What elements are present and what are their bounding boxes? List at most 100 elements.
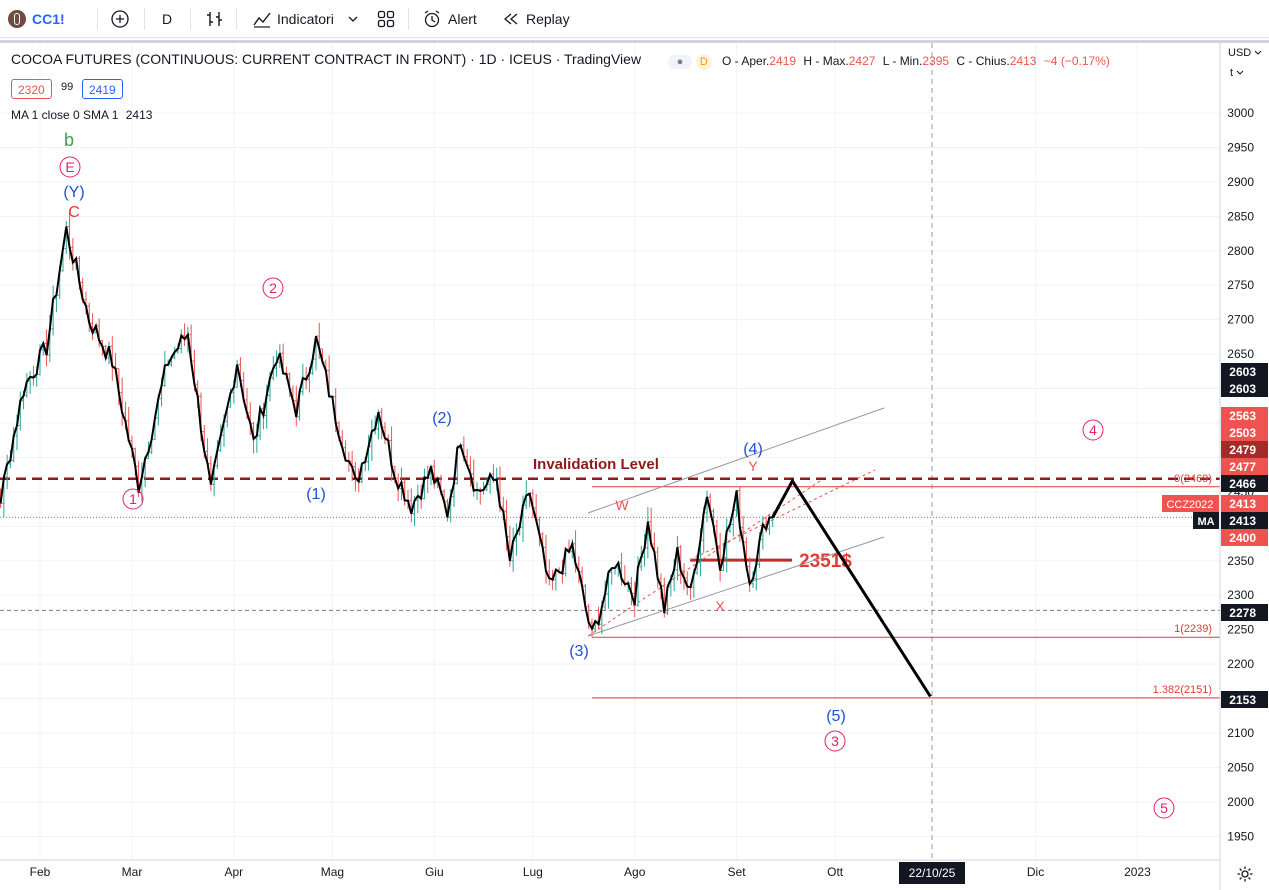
- unit-select[interactable]: t: [1230, 67, 1244, 79]
- low-value: 2395: [922, 54, 950, 68]
- ccz-series-label: CCZ2022: [1166, 499, 1213, 511]
- chart-levels: Invalidation Level 0(2469) 1(2239) 1.382(21…: [0, 456, 1220, 699]
- wave-3-paren-label: (3): [569, 643, 589, 660]
- time-tick-label: Set: [728, 865, 747, 879]
- price-tick-label: 2750: [1227, 278, 1254, 292]
- ma-legend-label: MA 1 close 0 SMA 1: [11, 108, 119, 122]
- compare-button[interactable]: [110, 0, 130, 38]
- ma-line: [0, 226, 773, 631]
- price-tag-label: 2603: [1229, 365, 1256, 379]
- alert-label: Alert: [448, 11, 477, 27]
- price-tick-label: 2000: [1227, 795, 1254, 809]
- wave-X-label: X: [715, 598, 725, 614]
- chevron-down-icon: [1254, 50, 1262, 55]
- price-tick-label: 2950: [1227, 140, 1254, 154]
- time-tick-label: Mar: [122, 865, 143, 879]
- dividends-flag[interactable]: D: [695, 54, 712, 71]
- high-label: H - Max.: [803, 54, 849, 68]
- price-tag: [1221, 380, 1268, 397]
- cocoa-symbol-icon: [8, 10, 26, 28]
- price-tick-label: 2800: [1227, 244, 1254, 258]
- indicators-button[interactable]: Indicatori: [252, 0, 360, 38]
- time-tick-label: Dic: [1027, 865, 1044, 879]
- change-value: −4 (−0.17%): [1043, 54, 1110, 68]
- wave-W-label: W: [615, 497, 629, 513]
- alarm-clock-icon: [424, 10, 440, 28]
- chevron-down-icon: [1236, 70, 1244, 75]
- grid-icon: [377, 10, 395, 28]
- fib-level-label: 1.382(2151): [1153, 684, 1212, 696]
- chart-title[interactable]: COCOA FUTURES (CONTINUOUS: CURRENT CONTR…: [11, 51, 642, 67]
- crosshair-time-tag: [899, 862, 965, 884]
- price-tick-label: 3000: [1227, 106, 1254, 120]
- ohlc-values: O - Aper.2419 H - Max.2427 L - Min.2395 …: [722, 54, 1110, 68]
- wave-1-circle-label-ring: [122, 488, 144, 510]
- price-tag-label: 2603: [1229, 382, 1256, 396]
- price-tag: [1221, 458, 1268, 475]
- wave-1-circle-label: 1: [129, 491, 137, 507]
- time-tick-label: Ott: [827, 865, 844, 879]
- price-tag: [1221, 604, 1268, 621]
- chart-settings-button[interactable]: [1236, 865, 1254, 888]
- price-tag: [1221, 495, 1268, 512]
- ma-legend[interactable]: MA 1 close 0 SMA 1 2413: [11, 108, 152, 122]
- wave-5-circle-label: 5: [1160, 800, 1168, 816]
- chart-type-button[interactable]: [205, 0, 225, 38]
- price-tag-label: 2413: [1229, 497, 1256, 511]
- open-value: 2419: [769, 54, 797, 68]
- price-tag-label: 2477: [1229, 460, 1256, 474]
- time-tick-label: Feb: [30, 865, 51, 879]
- spread-value: 99: [61, 81, 74, 93]
- price-tag: [1221, 691, 1268, 708]
- price-tick-label: 2200: [1227, 657, 1254, 671]
- channel-mid-dashed-2: [689, 469, 876, 561]
- legend-dot[interactable]: ●: [668, 55, 692, 70]
- projection-path: [771, 477, 932, 698]
- price-tag: [1221, 424, 1268, 441]
- chart-pane[interactable]: Invalidation Level 0(2469) 1(2239) 1.382(21…: [0, 40, 1269, 890]
- crosshair-time-label: 22/10/25: [909, 866, 956, 880]
- price-tag: [1221, 512, 1268, 529]
- price-tag-label: 2413: [1229, 514, 1256, 528]
- currency-select[interactable]: USD: [1228, 47, 1262, 59]
- price-tick-label: 2850: [1227, 209, 1254, 223]
- top-toolbar: CC1! D Indicatori Alert Replay: [0, 0, 1269, 38]
- low-label: L - Min.: [882, 54, 923, 68]
- price-tag-label: 2466: [1229, 477, 1256, 491]
- templates-button[interactable]: [376, 0, 396, 38]
- price-tick-label: 2100: [1227, 726, 1254, 740]
- time-tick-label: Mag: [321, 865, 344, 879]
- chart-legend: COCOA FUTURES (CONTINUOUS: CURRENT CONTR…: [11, 51, 641, 67]
- indicators-icon: [253, 12, 271, 28]
- wave-2-circle-label-ring: [262, 277, 284, 299]
- price-tag: [1221, 363, 1268, 380]
- wave-3-circle-label-ring: [824, 730, 846, 752]
- gear-icon: [1237, 866, 1253, 882]
- price-tick-label: 2700: [1227, 313, 1254, 327]
- replay-button[interactable]: Replay: [502, 0, 570, 38]
- price-tag: [1221, 529, 1268, 546]
- legend-flags: ● D: [668, 53, 712, 71]
- price-tick-label: 2900: [1227, 175, 1254, 189]
- alert-button[interactable]: Alert: [422, 0, 477, 38]
- price-tag-label: 2278: [1229, 606, 1256, 620]
- fib-level-label: 0(2469): [1174, 473, 1212, 485]
- ma-legend-value: 2413: [125, 108, 153, 122]
- wave-4-circle-label: 4: [1089, 422, 1097, 438]
- interval-button[interactable]: D: [162, 0, 172, 38]
- wave-C-label: C: [68, 204, 80, 221]
- wave-E-label-ring: [59, 156, 81, 178]
- price-tag: [1221, 407, 1268, 424]
- chevron-down-icon: [348, 16, 358, 22]
- price-tag-label: 2563: [1229, 409, 1256, 423]
- price-tag-label: 2503: [1229, 426, 1256, 440]
- wave-2-paren-label: (2): [432, 410, 452, 427]
- buy-price-button[interactable]: 2419: [82, 79, 123, 99]
- channel-mid-dashed: [587, 480, 821, 637]
- sell-price-button[interactable]: 2320: [11, 79, 52, 99]
- symbol-search-button[interactable]: CC1!: [8, 0, 65, 38]
- currency-label: USD: [1228, 47, 1252, 59]
- wave-channel: [587, 407, 885, 637]
- price-chart[interactable]: Invalidation Level 0(2469) 1(2239) 1.382(21…: [0, 43, 1269, 890]
- ma-series-label: MA: [1197, 516, 1214, 528]
